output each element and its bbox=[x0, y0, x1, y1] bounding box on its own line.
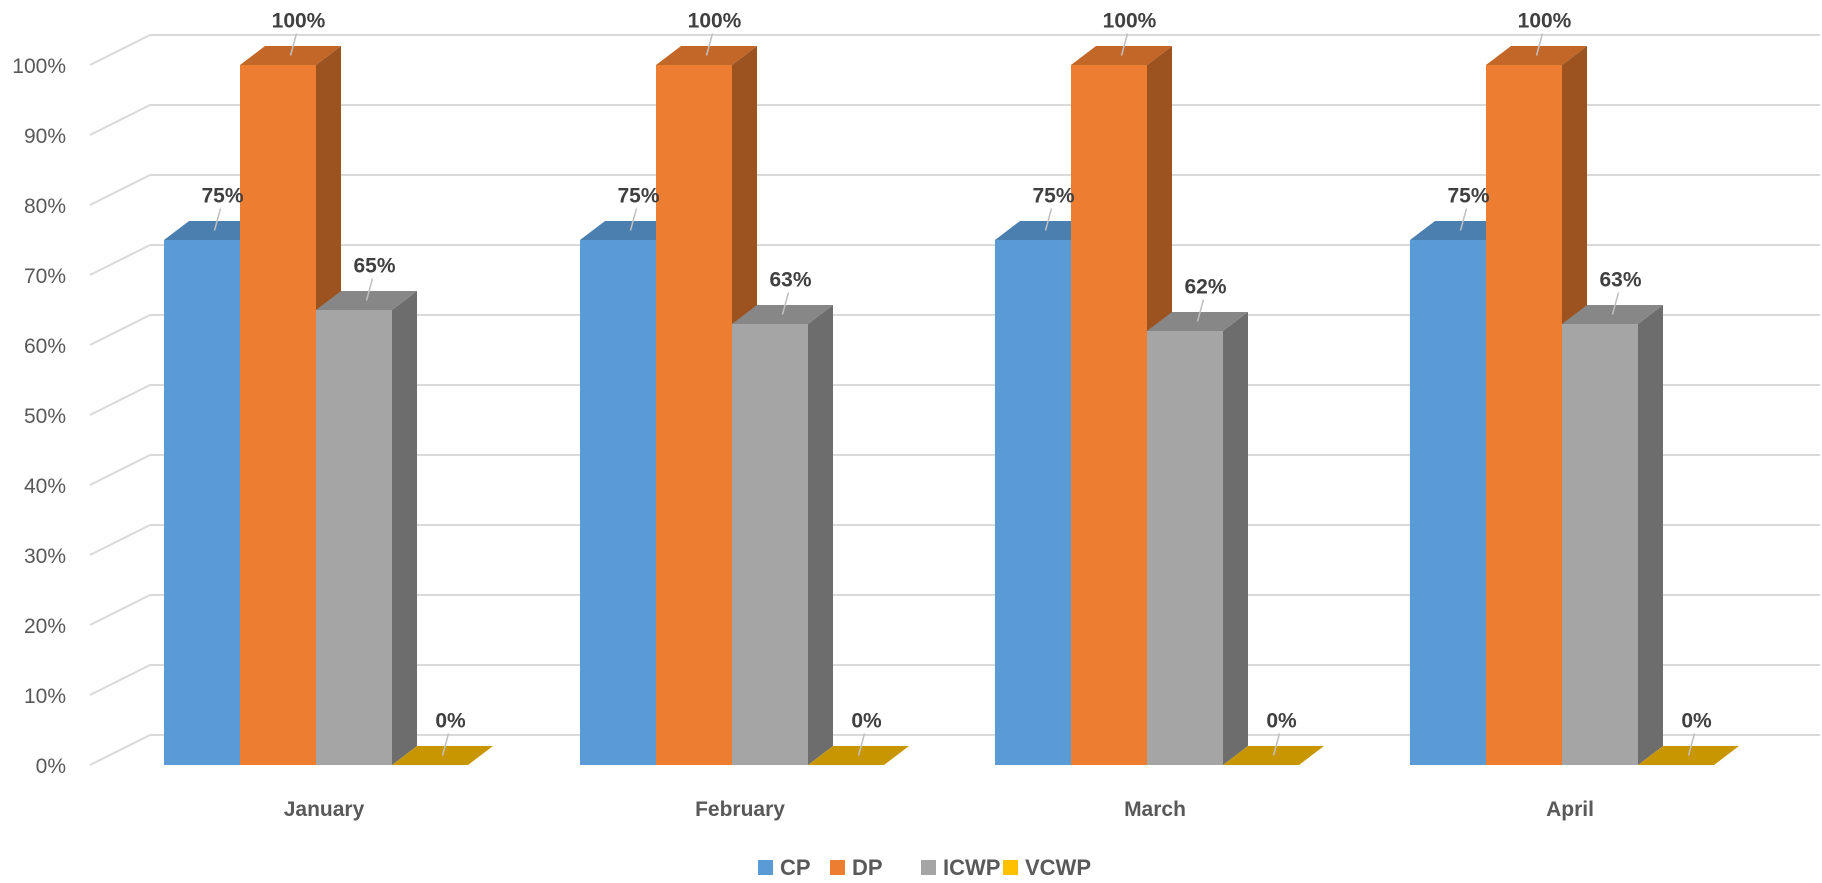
y-tick-label: 40% bbox=[24, 475, 66, 498]
data-label: 100% bbox=[1518, 10, 1572, 33]
bar-side bbox=[1638, 305, 1663, 765]
y-tick-label: 60% bbox=[24, 335, 66, 358]
y-tick-label: 50% bbox=[24, 405, 66, 428]
y-tick-label: 100% bbox=[12, 55, 66, 78]
data-label: 75% bbox=[617, 185, 659, 208]
x-category-label: March bbox=[1124, 798, 1186, 821]
bars bbox=[164, 46, 1739, 765]
leader-line bbox=[1196, 299, 1205, 322]
leader-line bbox=[289, 33, 298, 56]
data-label: 63% bbox=[1599, 269, 1641, 292]
legend-swatch bbox=[921, 860, 936, 875]
leader-line bbox=[1687, 733, 1696, 756]
data-label: 75% bbox=[1032, 185, 1074, 208]
data-label: 0% bbox=[851, 710, 882, 733]
bar-front bbox=[995, 240, 1071, 765]
data-label: 0% bbox=[435, 710, 466, 733]
gridline-depth bbox=[89, 174, 151, 206]
legend-swatch bbox=[830, 860, 845, 875]
bar-icwp-january bbox=[316, 291, 417, 765]
leader-line bbox=[1459, 208, 1468, 231]
legend-label: CP bbox=[780, 855, 811, 880]
bar-icwp-april bbox=[1562, 305, 1663, 765]
legend-item-dp: DP bbox=[830, 855, 883, 880]
gridline-depth bbox=[89, 34, 151, 66]
gridline-depth bbox=[89, 594, 151, 626]
data-label: 100% bbox=[1103, 10, 1157, 33]
leader-line bbox=[1272, 733, 1281, 756]
gridline-depth bbox=[89, 454, 151, 486]
data-label: 65% bbox=[353, 255, 395, 278]
bar-front bbox=[1071, 65, 1147, 765]
x-category-label: February bbox=[695, 798, 785, 821]
y-tick-label: 70% bbox=[24, 265, 66, 288]
data-label: 75% bbox=[1447, 185, 1489, 208]
bar-icwp-march bbox=[1147, 312, 1248, 765]
leader-line bbox=[781, 292, 790, 315]
data-label: 0% bbox=[1681, 710, 1712, 733]
y-tick-label: 80% bbox=[24, 195, 66, 218]
leader-line bbox=[1120, 33, 1129, 56]
bar-side bbox=[392, 291, 417, 765]
data-label: 63% bbox=[769, 269, 811, 292]
legend-item-icwp: ICWP bbox=[921, 855, 1000, 880]
x-axis: January February March April bbox=[284, 798, 1594, 821]
bar-front bbox=[580, 240, 656, 765]
leader-line bbox=[1535, 33, 1544, 56]
y-tick-label: 90% bbox=[24, 125, 66, 148]
gridline-depth bbox=[89, 524, 151, 556]
gridline-depth bbox=[89, 384, 151, 416]
data-label: 100% bbox=[272, 10, 326, 33]
gridline-depth bbox=[89, 314, 151, 346]
leader-line bbox=[705, 33, 714, 56]
bar-front bbox=[1562, 324, 1638, 765]
legend-label: VCWP bbox=[1025, 855, 1091, 880]
gridline-depth bbox=[89, 664, 151, 696]
bar-front bbox=[164, 240, 240, 765]
legend-label: DP bbox=[852, 855, 883, 880]
legend-label: ICWP bbox=[943, 855, 1000, 880]
bar-side bbox=[808, 305, 833, 765]
bar-front bbox=[240, 65, 316, 765]
bar-front bbox=[1147, 331, 1223, 765]
leader-line bbox=[1611, 292, 1620, 315]
y-axis: 0% 10% 20% 30% 40% 50% 60% 70% 80% 90% 100% bbox=[12, 55, 66, 778]
bar-side bbox=[1223, 312, 1248, 765]
bar-front bbox=[656, 65, 732, 765]
gridline-depth bbox=[89, 244, 151, 276]
gridline-depth bbox=[89, 734, 151, 766]
legend-item-vcwp: VCWP bbox=[1003, 855, 1091, 880]
y-tick-label: 20% bbox=[24, 615, 66, 638]
leader-line bbox=[1044, 208, 1053, 231]
bar-icwp-february bbox=[732, 305, 833, 765]
data-label: 0% bbox=[1266, 710, 1297, 733]
data-label: 75% bbox=[201, 185, 243, 208]
leader-line bbox=[629, 208, 638, 231]
legend-swatch bbox=[758, 860, 773, 875]
bar-front bbox=[1410, 240, 1486, 765]
x-category-label: April bbox=[1546, 798, 1594, 821]
y-tick-label: 10% bbox=[24, 685, 66, 708]
bar-front bbox=[732, 324, 808, 765]
leader-line bbox=[213, 208, 222, 231]
bar-front bbox=[316, 310, 392, 765]
data-labels: 75% 100% 65% 0% 75% 100% 63% 0% 75% 100% 62% 0% 75% 1… bbox=[201, 10, 1712, 756]
y-tick-label: 30% bbox=[24, 545, 66, 568]
legend: CP DP ICWP VCWP bbox=[758, 855, 1091, 880]
leader-line bbox=[857, 733, 866, 756]
leader-line bbox=[441, 733, 450, 756]
gridline-depth bbox=[89, 104, 151, 136]
legend-swatch bbox=[1003, 860, 1018, 875]
data-label: 100% bbox=[688, 10, 742, 33]
bar-front bbox=[1486, 65, 1562, 765]
legend-item-cp: CP bbox=[758, 855, 811, 880]
data-label: 62% bbox=[1184, 276, 1226, 299]
x-category-label: January bbox=[284, 798, 365, 821]
y-tick-label: 0% bbox=[36, 755, 66, 778]
leader-line bbox=[365, 278, 374, 301]
